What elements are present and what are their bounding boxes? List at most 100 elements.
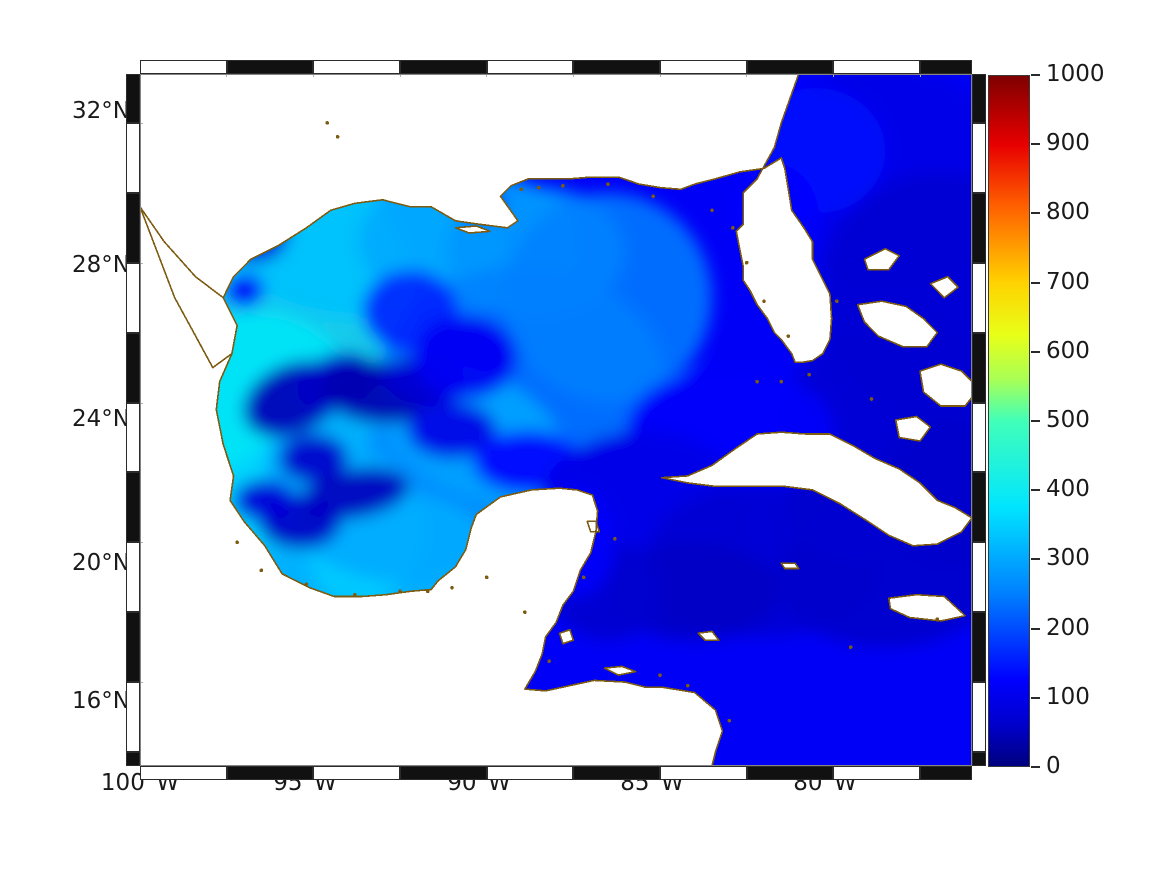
colorbar[interactable] <box>988 75 1030 767</box>
y-tick-label: 28°N <box>72 252 130 278</box>
colorbar-tick <box>1031 212 1040 215</box>
islet-marker <box>935 617 940 621</box>
landmass <box>920 364 972 406</box>
islet-marker <box>523 610 527 614</box>
frame-checker-right <box>972 612 986 683</box>
frame-checker-right <box>972 74 986 123</box>
frame-checker-top <box>140 60 227 74</box>
frame-edge-right <box>971 74 972 766</box>
frame-checker-bottom <box>140 766 227 780</box>
gridline-vertical <box>313 74 314 766</box>
landmass <box>895 416 931 441</box>
islet-marker <box>613 537 617 541</box>
frame-checker-left <box>126 752 140 766</box>
gridline-vertical <box>920 74 921 766</box>
islet-marker <box>786 334 791 338</box>
frame-edge-left <box>140 74 141 766</box>
frame-checker-left <box>126 612 140 683</box>
landmass <box>140 74 832 368</box>
islet-marker <box>304 582 309 587</box>
frame-checker-bottom <box>573 766 660 780</box>
coastline <box>140 74 833 369</box>
landmass <box>864 248 900 270</box>
field-blob <box>223 273 265 309</box>
y-tick-label: 16°N <box>72 688 130 714</box>
frame-checker-right <box>972 122 986 193</box>
islet-marker <box>755 379 759 384</box>
frame-checker-top <box>400 60 487 74</box>
gridline-horizontal <box>140 542 972 543</box>
colorbar-tick <box>1031 766 1040 768</box>
islet-marker <box>581 575 586 580</box>
frame-checker-left <box>126 262 140 333</box>
colorbar-tick-label: 400 <box>1046 476 1090 503</box>
landmass <box>559 629 574 644</box>
coastline <box>919 363 972 407</box>
map-axes[interactable] <box>140 74 972 766</box>
colorbar-tick-label: 900 <box>1046 130 1090 157</box>
landmass <box>781 563 799 569</box>
frame-checker-top <box>660 60 747 74</box>
coastline <box>887 593 966 622</box>
coastline <box>454 225 491 234</box>
frame-checker-bottom <box>746 766 834 780</box>
colorbar-tick <box>1031 350 1040 353</box>
colorbar-tick <box>1031 627 1040 630</box>
coastline <box>894 415 932 442</box>
colorbar-gradient <box>989 76 1029 766</box>
colorbar-tick-label: 500 <box>1046 407 1090 433</box>
islet-marker <box>835 299 839 303</box>
colorbar-tick-label: 0 <box>1046 753 1061 779</box>
islet-marker <box>606 182 610 186</box>
map-field-svg <box>140 74 972 766</box>
islet-marker <box>425 589 430 594</box>
frame-checker-left <box>126 122 140 193</box>
islet-marker <box>547 659 551 663</box>
gridline-horizontal <box>140 263 972 264</box>
islet-marker <box>651 194 655 199</box>
colorbar-tick <box>1031 74 1040 76</box>
gridline-horizontal <box>140 123 972 124</box>
map-plot-area[interactable] <box>140 74 972 766</box>
islet-marker <box>869 397 874 401</box>
colorbar-tick-label: 200 <box>1046 614 1090 641</box>
colorbar-tick <box>1031 696 1040 699</box>
frame-checker-left <box>126 542 140 613</box>
coastline <box>929 275 959 299</box>
frame-checker-left <box>126 682 140 752</box>
gridline-horizontal <box>140 403 972 404</box>
y-tick-label: 20°N <box>72 550 130 576</box>
islet-marker <box>450 586 454 590</box>
colorbar-tick <box>1031 143 1040 146</box>
coastline <box>660 431 972 547</box>
islet-marker <box>335 135 340 139</box>
gridline-vertical <box>400 74 401 766</box>
islet-marker <box>779 379 784 384</box>
gridline-horizontal <box>140 682 972 683</box>
frame-checker-right <box>972 332 986 403</box>
frame-checker-right <box>972 472 986 543</box>
islet-marker <box>259 568 264 573</box>
colorbar-tick-label: 300 <box>1046 545 1090 572</box>
coastline <box>863 247 901 271</box>
frame-checker-bottom <box>226 766 314 780</box>
colorbar-tick-label: 800 <box>1046 199 1090 226</box>
field-blob <box>233 479 296 522</box>
y-tick-label: 32°N <box>72 98 130 124</box>
colorbar-tick <box>1031 489 1040 492</box>
coastline <box>856 300 939 348</box>
coastline <box>603 665 637 676</box>
frame-checker-top <box>226 60 314 74</box>
frame-checker-right <box>972 682 986 752</box>
islet-marker <box>848 645 853 649</box>
colorbar-tick-label: 100 <box>1046 683 1090 710</box>
islet-marker <box>710 208 714 213</box>
colorbar-tick <box>1031 558 1040 561</box>
frame-checker-right <box>972 752 986 766</box>
landmass <box>661 432 972 546</box>
frame-checker-top <box>833 60 920 74</box>
coastline <box>780 562 800 570</box>
frame-checker-bottom <box>920 766 972 780</box>
frame-checker-left <box>126 74 140 123</box>
